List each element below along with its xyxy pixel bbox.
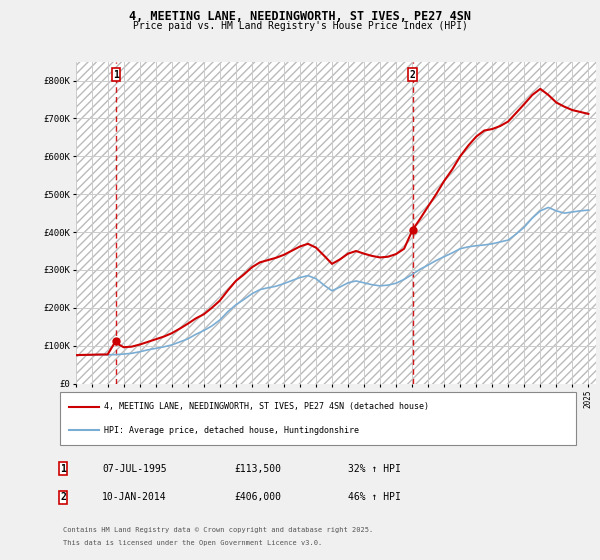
Text: 1: 1: [113, 69, 119, 80]
Text: 07-JUL-1995: 07-JUL-1995: [102, 464, 167, 474]
Text: 2: 2: [60, 492, 66, 502]
Text: 10-JAN-2014: 10-JAN-2014: [102, 492, 167, 502]
Text: 4, MEETING LANE, NEEDINGWORTH, ST IVES, PE27 4SN (detached house): 4, MEETING LANE, NEEDINGWORTH, ST IVES, …: [104, 403, 429, 412]
Text: This data is licensed under the Open Government Licence v3.0.: This data is licensed under the Open Gov…: [63, 540, 322, 546]
Text: £406,000: £406,000: [234, 492, 281, 502]
Text: 2: 2: [410, 69, 416, 80]
Text: Price paid vs. HM Land Registry's House Price Index (HPI): Price paid vs. HM Land Registry's House …: [133, 21, 467, 31]
Text: £113,500: £113,500: [234, 464, 281, 474]
Text: 32% ↑ HPI: 32% ↑ HPI: [348, 464, 401, 474]
Text: 1: 1: [60, 464, 66, 474]
Text: Contains HM Land Registry data © Crown copyright and database right 2025.: Contains HM Land Registry data © Crown c…: [63, 528, 373, 533]
Text: 46% ↑ HPI: 46% ↑ HPI: [348, 492, 401, 502]
Text: 4, MEETING LANE, NEEDINGWORTH, ST IVES, PE27 4SN: 4, MEETING LANE, NEEDINGWORTH, ST IVES, …: [129, 10, 471, 22]
Text: HPI: Average price, detached house, Huntingdonshire: HPI: Average price, detached house, Hunt…: [104, 426, 359, 435]
